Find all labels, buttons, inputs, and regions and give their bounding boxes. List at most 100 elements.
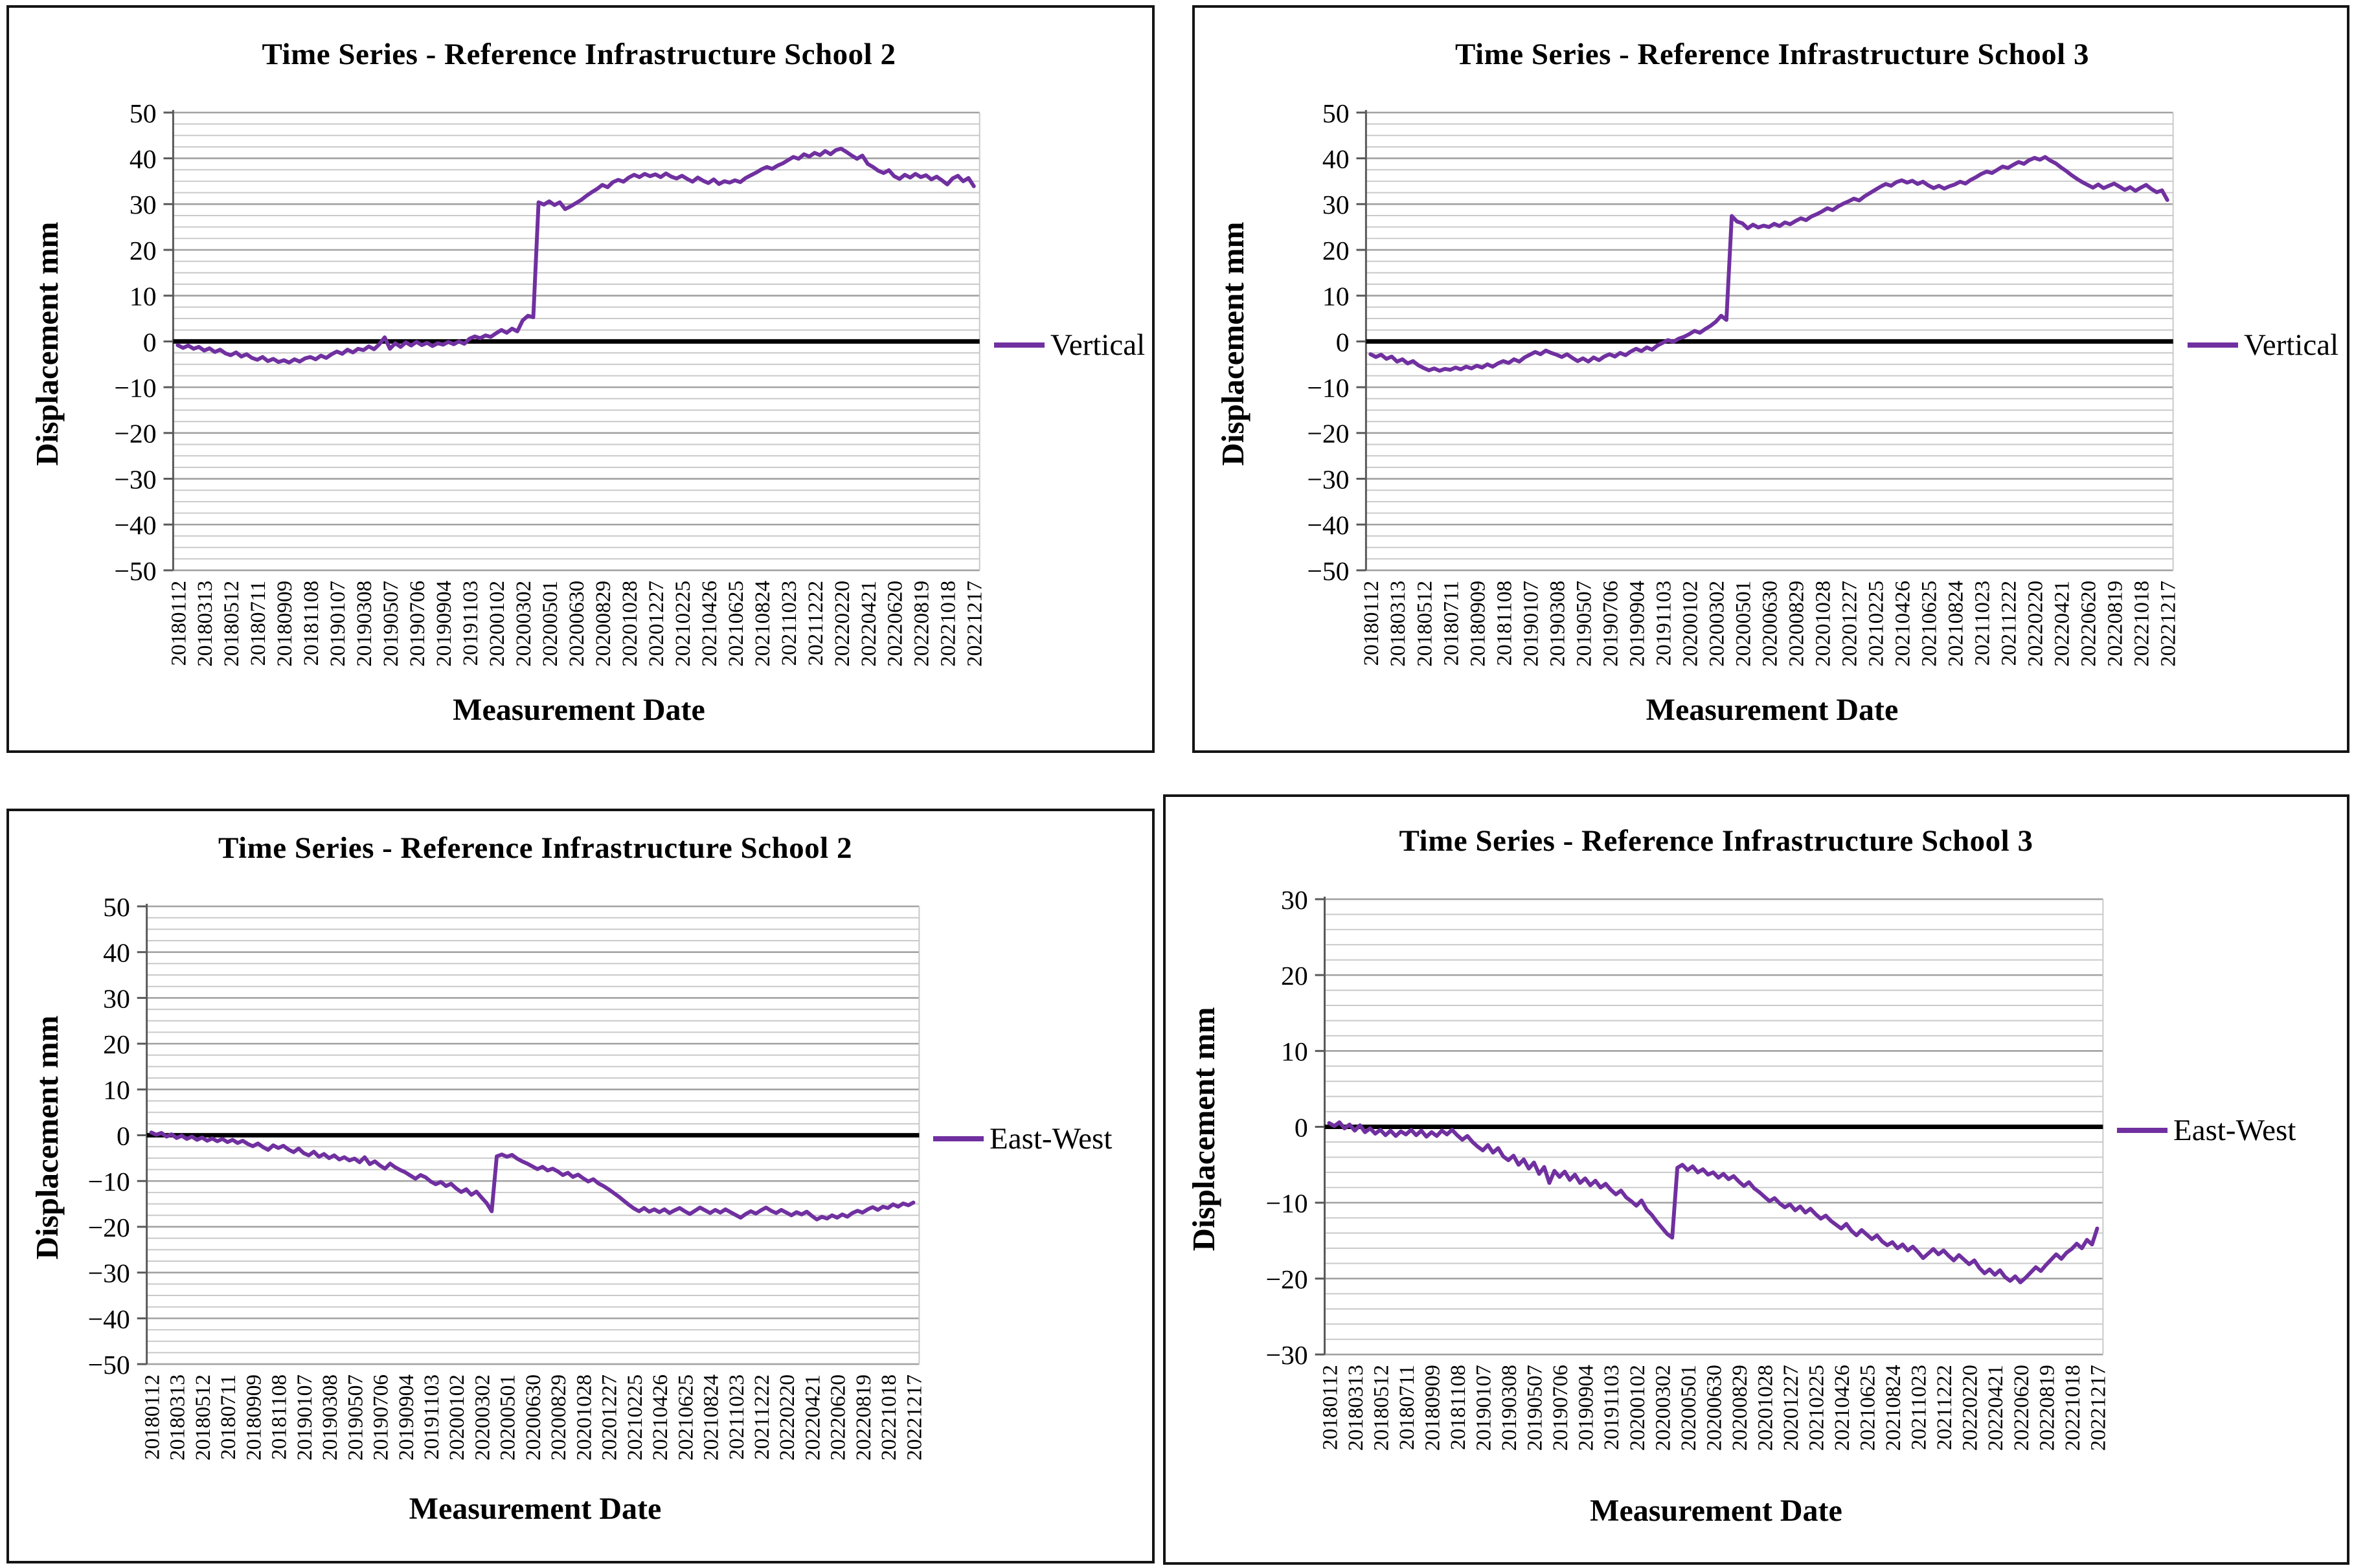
y-tick-label: 40 bbox=[103, 939, 130, 969]
x-tick-label: 20201028 bbox=[1753, 1365, 1777, 1451]
y-tick-label: 20 bbox=[130, 236, 157, 266]
x-tick-label: 20210426 bbox=[648, 1374, 672, 1461]
x-tick-label: 20211023 bbox=[777, 581, 801, 666]
y-tick-label: −20 bbox=[114, 420, 156, 449]
y-tick-label: −40 bbox=[114, 511, 156, 541]
x-tick-label: 20180711 bbox=[1439, 581, 1463, 666]
x-tick-label: 20221018 bbox=[2130, 581, 2154, 667]
x-tick-label: 20201028 bbox=[572, 1374, 596, 1461]
x-tick-label: 20181108 bbox=[267, 1374, 291, 1460]
x-axis-title: Measurement Date bbox=[1590, 1494, 1842, 1528]
legend: East-West bbox=[2117, 1113, 2296, 1148]
y-tick-label: 20 bbox=[103, 1030, 130, 1060]
x-tick-label: 20180313 bbox=[1386, 581, 1410, 667]
x-tick-label: 20211023 bbox=[1971, 581, 1995, 666]
x-tick-label: 20210625 bbox=[1856, 1365, 1880, 1451]
x-tick-label: 20180909 bbox=[242, 1374, 266, 1461]
y-tick-label: 30 bbox=[103, 984, 130, 1014]
x-tick-label: 20190107 bbox=[1472, 1365, 1496, 1451]
x-axis-title: Measurement Date bbox=[409, 1492, 662, 1526]
x-tick-label: 20180711 bbox=[246, 581, 270, 666]
x-tick-label: 20190107 bbox=[326, 581, 350, 667]
x-tick-label: 20220220 bbox=[830, 581, 854, 667]
x-tick-label: 20200302 bbox=[470, 1374, 494, 1461]
x-tick-label: 20220620 bbox=[2009, 1365, 2033, 1451]
y-tick-label: −10 bbox=[1265, 1189, 1307, 1219]
x-tick-label: 20220220 bbox=[2024, 581, 2048, 667]
x-tick-label: 20190308 bbox=[1545, 581, 1569, 667]
x-tick-label: 20191103 bbox=[458, 581, 482, 666]
x-tick-label: 20200630 bbox=[565, 581, 589, 667]
y-tick-label: 0 bbox=[1336, 328, 1350, 357]
series-line bbox=[175, 146, 976, 364]
legend-line-swatch bbox=[994, 342, 1045, 348]
x-tick-label: 20200501 bbox=[1677, 1365, 1701, 1451]
chart-title: Time Series - Reference Infrastructure S… bbox=[1399, 824, 2033, 858]
chart-title: Time Series - Reference Infrastructure S… bbox=[218, 831, 852, 865]
x-tick-label: 20200302 bbox=[512, 581, 536, 667]
x-tick-label: 20210426 bbox=[1891, 581, 1915, 667]
x-tick-label: 20181108 bbox=[299, 581, 323, 666]
x-tick-label: 20180512 bbox=[220, 581, 243, 667]
x-tick-label: 20210824 bbox=[751, 580, 775, 666]
x-tick-label: 20220421 bbox=[857, 581, 881, 667]
x-tick-label: 20191103 bbox=[420, 1374, 444, 1460]
x-tick-label: 20190706 bbox=[1598, 581, 1622, 667]
y-tick-label: 10 bbox=[103, 1076, 130, 1106]
y-tick-label: 10 bbox=[1281, 1037, 1308, 1067]
x-tick-label: 20200102 bbox=[445, 1374, 469, 1461]
y-tick-label: 30 bbox=[1322, 190, 1350, 220]
legend: Vertical bbox=[994, 328, 1145, 363]
x-tick-label: 20190706 bbox=[1548, 1365, 1572, 1451]
x-tick-label: 20190107 bbox=[293, 1374, 317, 1461]
y-tick-label: −10 bbox=[88, 1167, 130, 1197]
x-tick-label: 20221018 bbox=[936, 581, 960, 667]
y-tick-label: 0 bbox=[117, 1121, 130, 1151]
y-tick-label: 50 bbox=[130, 99, 157, 129]
x-tick-label: 20190308 bbox=[352, 581, 376, 667]
legend: Vertical bbox=[2188, 328, 2338, 363]
x-tick-label: 20200829 bbox=[591, 581, 615, 667]
legend-line-swatch bbox=[933, 1136, 984, 1141]
x-tick-label: 20220620 bbox=[2077, 581, 2101, 667]
chart-panel-school2-eastwest: Time Series - Reference Infrastructure S… bbox=[6, 809, 1155, 1563]
y-tick-label: −30 bbox=[1265, 1341, 1307, 1371]
legend-label: Vertical bbox=[2244, 328, 2339, 362]
legend-label: East-West bbox=[2173, 1114, 2296, 1147]
x-tick-label: 20220819 bbox=[2103, 581, 2127, 667]
y-tick-label: 30 bbox=[130, 190, 157, 220]
x-tick-label: 20210625 bbox=[673, 1374, 697, 1461]
y-tick-label: 40 bbox=[1322, 144, 1350, 174]
x-tick-label: 20221018 bbox=[2061, 1365, 2085, 1451]
x-tick-label: 20180512 bbox=[191, 1374, 215, 1461]
y-tick-label: 40 bbox=[130, 144, 157, 174]
x-tick-label: 20220421 bbox=[800, 1374, 824, 1461]
x-tick-label: 20181108 bbox=[1492, 581, 1516, 666]
x-tick-label: 20180711 bbox=[216, 1374, 240, 1460]
x-tick-label: 20200302 bbox=[1704, 581, 1728, 667]
x-tick-label: 20221217 bbox=[2156, 581, 2180, 667]
x-tick-label: 20220620 bbox=[883, 581, 907, 667]
x-tick-label: 20210225 bbox=[1804, 1365, 1828, 1451]
plot-area: 50 40 30 20 10 0 −10 −20 −30 −40 −50 20180112 201803… bbox=[1307, 99, 2180, 667]
x-tick-label: 20210426 bbox=[1830, 1365, 1854, 1451]
x-tick-label: 20200501 bbox=[496, 1374, 520, 1461]
x-tick-label: 20201028 bbox=[1811, 581, 1835, 667]
x-tick-label: 20220819 bbox=[2035, 1365, 2059, 1451]
x-tick-label: 20210824 bbox=[699, 1374, 723, 1461]
plot-area: 30 20 10 0 −10 −20 −30 20180112 20180313 20180512… bbox=[1265, 886, 2110, 1451]
legend-line-swatch bbox=[2117, 1128, 2167, 1133]
x-tick-label: 20210625 bbox=[1918, 581, 1941, 667]
legend-label: Vertical bbox=[1050, 328, 1146, 362]
y-tick-label: 50 bbox=[1322, 99, 1350, 129]
x-tick-label: 20200829 bbox=[547, 1374, 571, 1461]
y-tick-label: −10 bbox=[1307, 374, 1349, 403]
x-tick-label: 20201227 bbox=[1779, 1365, 1803, 1451]
y-tick-label: −50 bbox=[114, 557, 156, 587]
y-tick-label: −40 bbox=[1307, 511, 1349, 541]
y-tick-label: 20 bbox=[1322, 236, 1350, 266]
x-tick-label: 20190706 bbox=[369, 1374, 393, 1461]
x-tick-label: 20220620 bbox=[826, 1374, 850, 1461]
y-tick-label: −20 bbox=[1265, 1265, 1307, 1295]
x-tick-label: 20221018 bbox=[877, 1374, 901, 1461]
